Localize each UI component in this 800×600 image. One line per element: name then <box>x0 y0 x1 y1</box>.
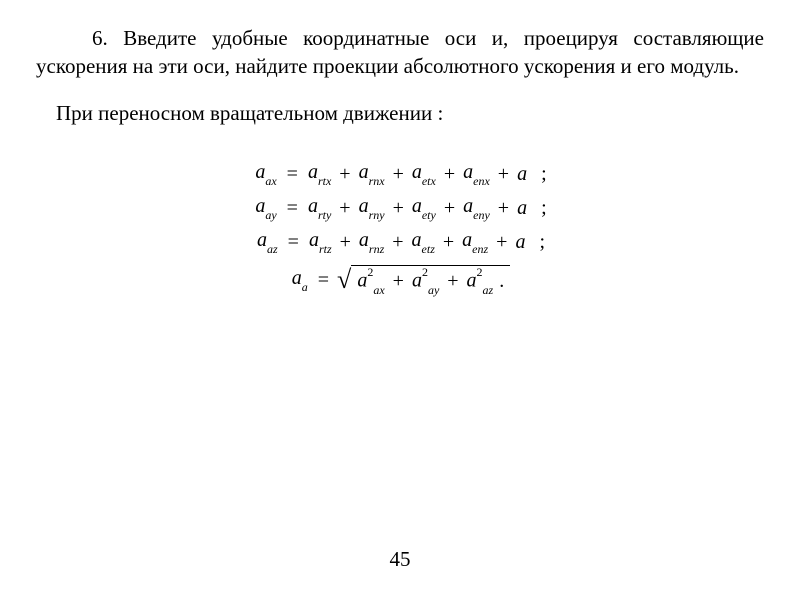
plus: + <box>447 270 458 293</box>
term-eny: aeny <box>463 195 490 221</box>
period: . <box>499 270 504 293</box>
rad-az2: a2az <box>467 268 494 296</box>
plus: + <box>393 270 404 293</box>
plus: + <box>340 231 351 254</box>
term-ety: aety <box>412 195 436 221</box>
plus: + <box>393 197 404 220</box>
semicolon: ; <box>541 163 547 186</box>
term-rtx: artx <box>308 161 331 187</box>
lhs-ax: aax <box>255 161 276 187</box>
plus: + <box>444 197 455 220</box>
plus: + <box>496 231 507 254</box>
equation-y: aay = arty + arny + aety + aeny + a ; <box>253 195 546 221</box>
term-rty: arty <box>308 195 331 221</box>
plus: + <box>339 163 350 186</box>
paragraph-1: 6. Введите удобные координатные оси и, п… <box>36 24 764 81</box>
semicolon: ; <box>541 197 547 220</box>
plus: + <box>498 197 509 220</box>
lhs-az: aaz <box>257 229 278 255</box>
paragraph-2-text: При переносном вращательном движении : <box>56 101 443 125</box>
term-a-z: a <box>515 231 525 254</box>
term-rnx: arnx <box>359 161 385 187</box>
plus: + <box>392 231 403 254</box>
equals: = <box>287 197 298 220</box>
equals: = <box>318 269 329 292</box>
plus: + <box>443 231 454 254</box>
semicolon: ; <box>539 231 545 254</box>
equation-x: aax = artx + arnx + aetx + aenx + a ; <box>253 161 546 187</box>
radical-sign: √ <box>337 267 351 298</box>
sqrt: √ a2ax + a2ay + a2az . <box>337 265 510 296</box>
page: 6. Введите удобные координатные оси и, п… <box>0 0 800 600</box>
equation-block: aax = artx + arnx + aetx + aenx + a ; aa… <box>36 161 764 296</box>
plus: + <box>444 163 455 186</box>
term-rnz: arnz <box>359 229 384 255</box>
term-rny: arny <box>359 195 385 221</box>
term-rtz: artz <box>309 229 332 255</box>
term-etx: aetx <box>412 161 436 187</box>
term-etz: aetz <box>412 229 435 255</box>
term-a-x: a <box>517 163 527 186</box>
paragraph-2: При переносном вращательном движении : <box>36 99 764 127</box>
equation-z: aaz = artz + arnz + aetz + aenz + a ; <box>255 229 545 255</box>
page-number: 45 <box>0 547 800 572</box>
lhs-ay: aay <box>255 195 276 221</box>
rad-ax2: a2ax <box>357 268 384 296</box>
paragraph-1-text: Введите удобные координатные оси и, прое… <box>36 26 764 78</box>
rad-ay2: a2ay <box>412 268 439 296</box>
term-enz: aenz <box>462 229 488 255</box>
equals: = <box>287 163 298 186</box>
equals: = <box>288 231 299 254</box>
lhs-a: aa <box>292 267 308 293</box>
term-enx: aenx <box>463 161 490 187</box>
radicand: a2ax + a2ay + a2az . <box>351 265 510 296</box>
plus: + <box>498 163 509 186</box>
item-number: 6. <box>92 26 108 50</box>
plus: + <box>339 197 350 220</box>
term-a-y: a <box>517 197 527 220</box>
equation-magnitude: aa = √ a2ax + a2ay + a2az . <box>290 265 510 296</box>
plus: + <box>393 163 404 186</box>
